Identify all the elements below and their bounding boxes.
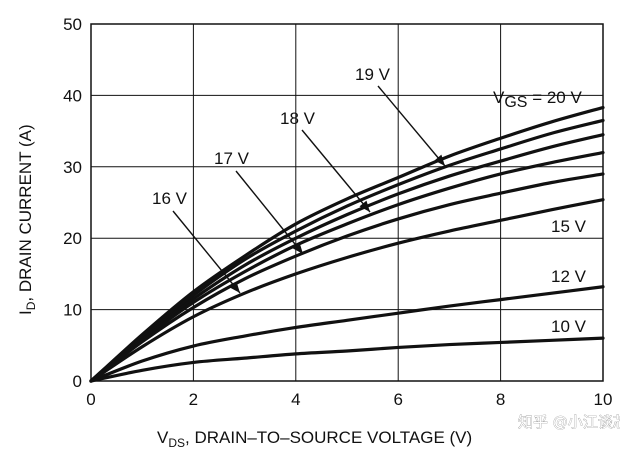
x-tick-label: 2 — [189, 390, 198, 409]
x-tick-label: 0 — [86, 390, 95, 409]
series-line-2 — [89, 133, 605, 383]
label-16v: 16 V — [152, 189, 188, 208]
series-line-6 — [89, 285, 605, 383]
label-19v: 19 V — [355, 65, 391, 84]
series-lines — [89, 105, 605, 383]
curve-labels: VGS = 20 V 19 V 18 V 17 V 16 V 15 V 12 V… — [152, 65, 587, 336]
y-tick-label: 40 — [63, 86, 82, 105]
y-tick-label: 0 — [73, 372, 82, 391]
label-10v: 10 V — [551, 317, 587, 336]
y-axis-title: ID, DRAIN CURRENT (A) — [16, 124, 38, 315]
x-tick-label: 10 — [594, 390, 613, 409]
watermark: 知乎 @小江谈芯 — [518, 413, 620, 431]
label-vgs-20: VGS = 20 V — [493, 88, 582, 111]
series-line-1 — [89, 118, 605, 383]
series-line-0 — [89, 105, 605, 383]
series-line-4 — [89, 172, 605, 383]
x-tick-labels: 0 2 4 6 8 10 — [86, 390, 612, 409]
annotation-arrows — [172, 85, 446, 294]
y-tick-label: 10 — [63, 301, 82, 320]
label-18v: 18 V — [280, 109, 316, 128]
arrow-18v — [301, 129, 371, 213]
y-tick-labels: 0 10 20 30 40 50 — [63, 15, 82, 391]
y-tick-label: 50 — [63, 15, 82, 34]
series-line-3 — [89, 150, 605, 383]
y-tick-label: 20 — [63, 229, 82, 248]
grid — [90, 23, 604, 382]
x-tick-label: 6 — [393, 390, 402, 409]
plot-frame — [90, 23, 604, 382]
label-15v: 15 V — [551, 217, 587, 236]
x-axis-title: VDS, DRAIN–TO–SOURCE VOLTAGE (V) — [157, 428, 472, 450]
x-tick-label: 4 — [291, 390, 300, 409]
arrow-16v — [172, 210, 241, 294]
series-line-5 — [89, 198, 605, 383]
label-12v: 12 V — [551, 267, 587, 286]
arrow-19v — [377, 85, 446, 167]
label-17v: 17 V — [214, 149, 250, 168]
arrow-17v — [235, 170, 304, 255]
x-tick-label: 8 — [496, 390, 505, 409]
series-line-7 — [89, 336, 605, 383]
y-tick-label: 30 — [63, 158, 82, 177]
